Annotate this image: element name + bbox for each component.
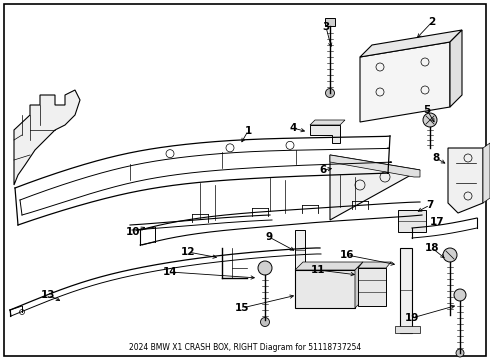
Polygon shape xyxy=(310,125,340,143)
Text: 8: 8 xyxy=(432,153,440,163)
Text: 9: 9 xyxy=(266,232,272,242)
Text: 18: 18 xyxy=(425,243,439,253)
Text: 17: 17 xyxy=(430,217,444,227)
Circle shape xyxy=(325,89,335,98)
Polygon shape xyxy=(295,270,355,308)
Text: 19: 19 xyxy=(405,313,419,323)
Circle shape xyxy=(261,318,270,327)
Circle shape xyxy=(443,248,457,262)
Polygon shape xyxy=(358,262,391,268)
Text: 11: 11 xyxy=(311,265,325,275)
Text: 2: 2 xyxy=(428,17,436,27)
Polygon shape xyxy=(14,90,80,185)
Circle shape xyxy=(454,289,466,301)
Text: 4: 4 xyxy=(289,123,296,133)
Text: 16: 16 xyxy=(340,250,354,260)
Text: 15: 15 xyxy=(235,303,249,313)
Polygon shape xyxy=(295,230,305,275)
Circle shape xyxy=(258,261,272,275)
Polygon shape xyxy=(295,262,363,270)
Polygon shape xyxy=(355,262,363,308)
Text: 12: 12 xyxy=(181,247,195,257)
Text: 3: 3 xyxy=(322,22,330,32)
Polygon shape xyxy=(450,30,462,107)
Polygon shape xyxy=(483,143,490,203)
Text: 14: 14 xyxy=(163,267,177,277)
Polygon shape xyxy=(360,30,462,57)
Circle shape xyxy=(456,349,464,357)
Circle shape xyxy=(423,113,437,127)
Polygon shape xyxy=(400,248,412,333)
Polygon shape xyxy=(310,120,345,125)
Polygon shape xyxy=(448,148,483,213)
Polygon shape xyxy=(360,42,450,122)
Text: 7: 7 xyxy=(426,200,434,210)
Text: 5: 5 xyxy=(423,105,431,115)
Text: 6: 6 xyxy=(319,165,327,175)
Text: 1: 1 xyxy=(245,126,252,136)
Polygon shape xyxy=(330,155,420,177)
Polygon shape xyxy=(358,268,386,306)
Text: 10: 10 xyxy=(126,227,140,237)
Polygon shape xyxy=(395,326,420,333)
Polygon shape xyxy=(330,155,420,220)
Text: 2024 BMW X1 CRASH BOX, RIGHT Diagram for 51118737254: 2024 BMW X1 CRASH BOX, RIGHT Diagram for… xyxy=(129,343,361,352)
Polygon shape xyxy=(325,18,335,26)
Text: 13: 13 xyxy=(41,290,55,300)
Polygon shape xyxy=(398,210,426,232)
